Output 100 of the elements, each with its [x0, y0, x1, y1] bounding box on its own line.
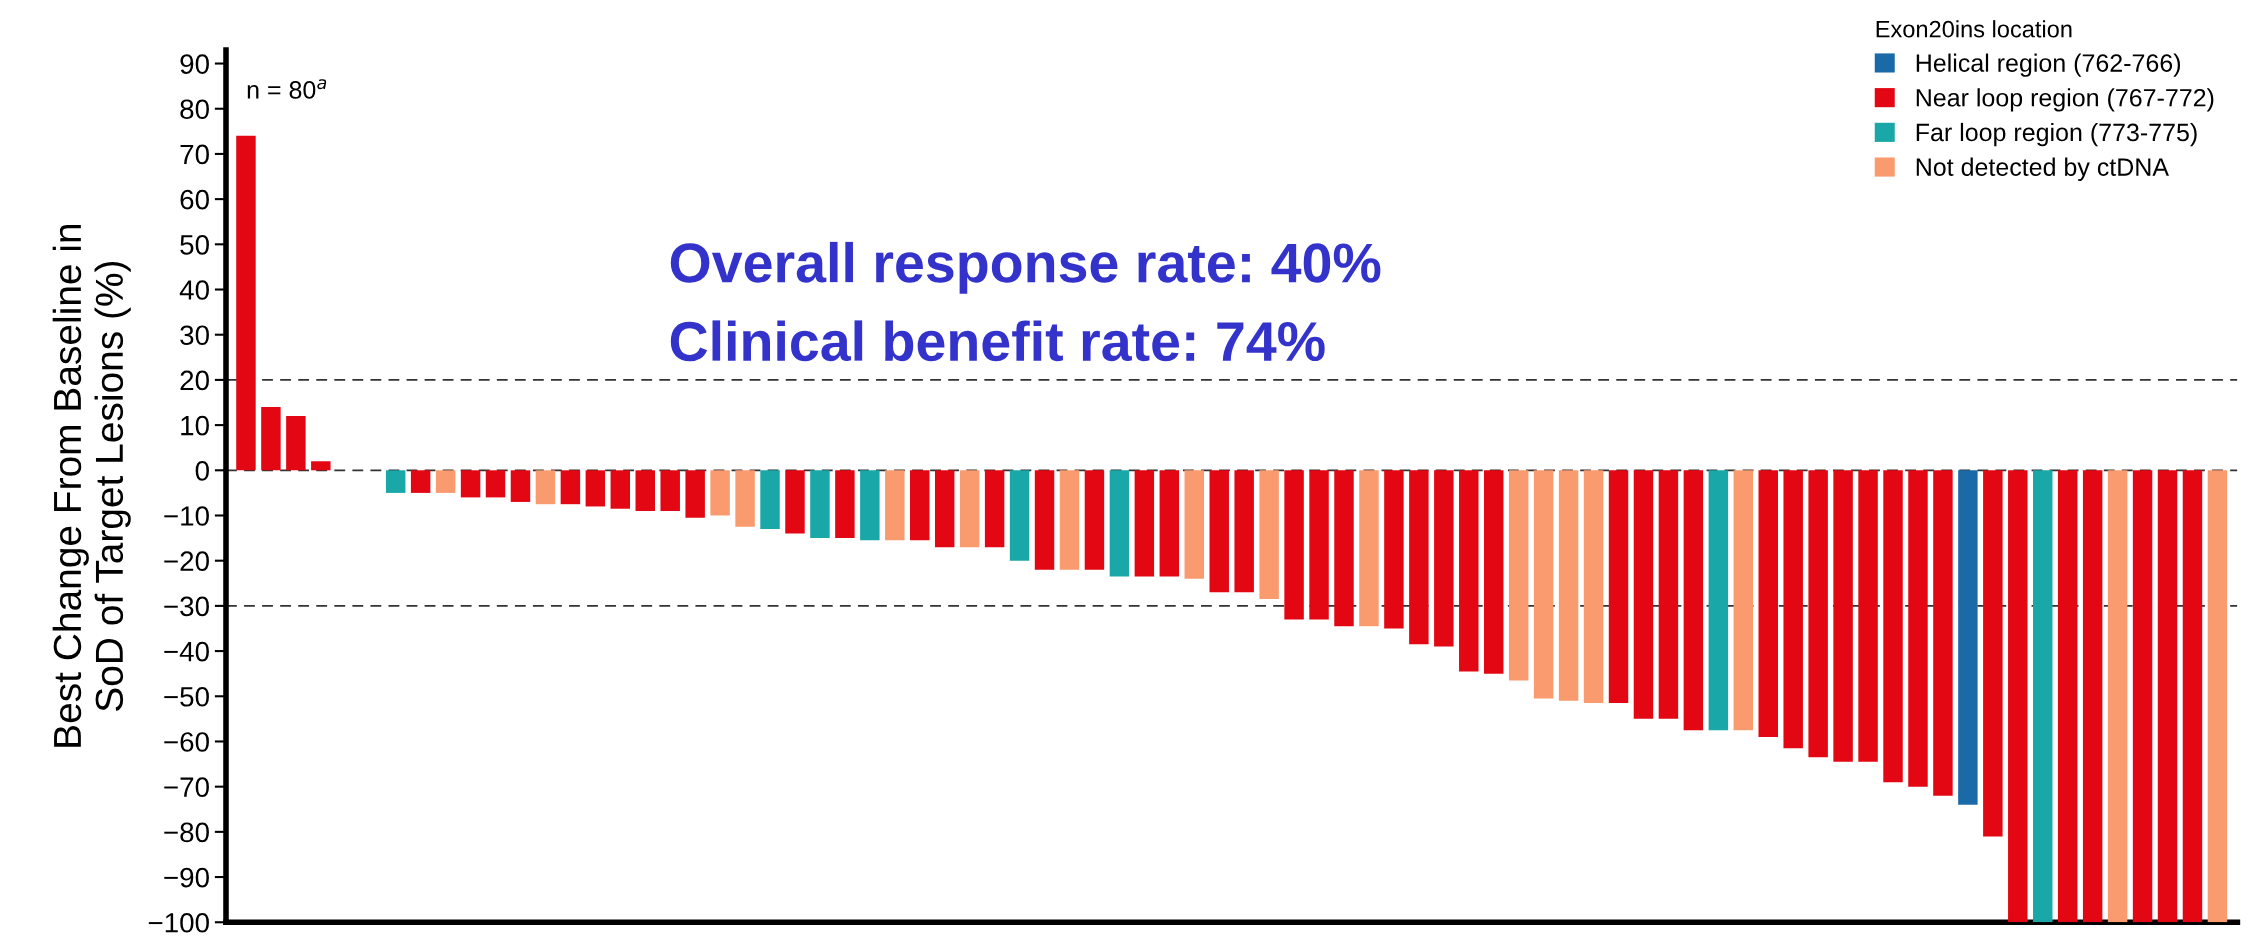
y-tick-label: −10: [164, 506, 209, 526]
annotation: Overall response rate: 40%: [670, 241, 1381, 294]
bar: [1633, 470, 1654, 719]
bar: [1109, 470, 1130, 577]
bar: [1883, 470, 1903, 783]
y-axis-title: Best Change From Baseline in SoD of Target Lesions (%): [52, 224, 131, 747]
bar: [1359, 470, 1379, 627]
bar: [660, 470, 680, 511]
bar: [560, 470, 581, 505]
y-tick-label: 90: [180, 54, 209, 74]
bar: [510, 470, 531, 502]
bar: [2107, 470, 2128, 923]
y-tick-label: 0: [195, 460, 209, 481]
bar: [1683, 470, 1704, 731]
bar: [934, 470, 955, 548]
bar: [1958, 470, 1978, 805]
bar: [785, 470, 805, 534]
y-tick-label: −90: [164, 867, 209, 888]
bar: [1034, 470, 1055, 570]
bar: [1284, 470, 1304, 620]
y-tick-label: 80: [180, 99, 209, 120]
y-tick-label: 40: [179, 280, 209, 300]
bar: [1184, 470, 1204, 579]
y-tick-label: −30: [164, 596, 209, 617]
bar: [710, 470, 730, 516]
bar: [2132, 470, 2153, 923]
bar: [1134, 470, 1155, 577]
bar: [1983, 470, 2003, 837]
annotation: Clinical benefit rate: 74%: [670, 320, 1325, 362]
bar: [535, 470, 556, 505]
bar: [261, 407, 281, 471]
bar: [385, 470, 406, 493]
bar: [1858, 470, 1878, 762]
y-tick-label: −80: [164, 822, 209, 843]
bar: [1309, 470, 1329, 620]
y-tick-label: −50: [164, 686, 209, 707]
bar: [1234, 470, 1254, 593]
bar: [2057, 470, 2078, 923]
y-tick-label: 10: [181, 415, 209, 436]
y-tick-label: 60: [180, 189, 209, 210]
bar: [1209, 470, 1229, 593]
y-tick-label: 50: [180, 234, 209, 255]
bar: [1334, 470, 1354, 627]
bar: [1159, 470, 1180, 577]
bar: [760, 470, 780, 530]
bar: [1409, 470, 1429, 645]
y-tick-label: −70: [164, 777, 209, 798]
bar: [810, 470, 830, 539]
y-tick-label: −20: [164, 551, 209, 572]
bar: [1558, 470, 1579, 701]
bar: [1484, 470, 1504, 674]
legend-label: Far loop region (773-775): [1916, 122, 2197, 147]
bar: [1808, 470, 1828, 758]
legend-label: Helical region (762-766): [1916, 53, 2180, 77]
bar: [2182, 470, 2203, 923]
bar: [835, 470, 855, 539]
bar: [860, 470, 880, 541]
bar: [1059, 470, 1080, 570]
bar: [1533, 470, 1554, 699]
bar: [2008, 470, 2028, 923]
bar: [735, 470, 755, 527]
bar: [1384, 470, 1404, 629]
bar: [1783, 470, 1803, 749]
bar: [1833, 470, 1853, 762]
bar: [610, 470, 631, 509]
legend-title: Exon20ins location: [1876, 20, 2072, 38]
bar: [1459, 470, 1479, 672]
bar: [1608, 470, 1629, 704]
bar: [1259, 470, 1279, 600]
bar: [1733, 470, 1754, 731]
bar: [1583, 470, 1604, 704]
bar: [910, 470, 930, 541]
bar: [885, 470, 905, 541]
annotation: n = 80$^{a}$: [247, 79, 327, 99]
bar: [1508, 470, 1529, 681]
bar: [984, 470, 1005, 548]
bar: [2207, 470, 2228, 923]
bar: [435, 470, 456, 493]
bar: [1758, 470, 1778, 737]
bar: [1933, 470, 1953, 796]
bar: [286, 416, 306, 471]
bar: [485, 470, 506, 498]
bar: [585, 470, 606, 507]
bar: [1908, 470, 1928, 787]
bar: [1009, 470, 1030, 561]
bar: [959, 470, 980, 548]
bar: [460, 470, 481, 498]
legend-label: Near loop region (767-772): [1916, 88, 2214, 112]
y-tick-label: −100: [148, 912, 209, 933]
y-tick-label: −40: [164, 641, 209, 662]
legend-label: Not detected by ctDNA: [1916, 157, 2169, 181]
bar: [2033, 470, 2053, 923]
bar: [410, 470, 431, 493]
bar: [1084, 470, 1105, 570]
bar: [685, 470, 705, 518]
y-tick-label: 20: [180, 370, 209, 391]
bar: [2157, 470, 2178, 923]
bar: [635, 470, 655, 511]
bar: [1708, 470, 1729, 731]
y-tick-label: 30: [180, 325, 209, 346]
